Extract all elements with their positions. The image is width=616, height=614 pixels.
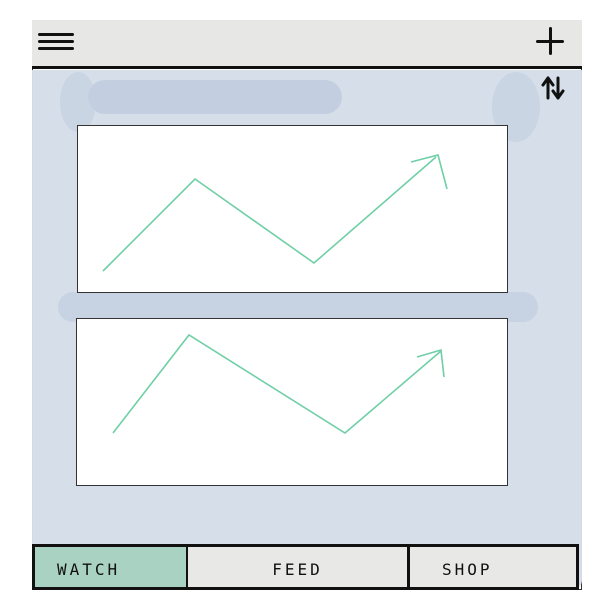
plus-icon[interactable] — [535, 26, 567, 58]
search-bar-placeholder[interactable] — [88, 80, 342, 114]
trend-line — [102, 156, 437, 272]
tab-shop[interactable]: SHOP — [408, 544, 579, 590]
trend-card[interactable] — [76, 318, 508, 486]
arrow-head-icon — [416, 348, 445, 378]
section-divider — [58, 292, 538, 322]
trend-card[interactable] — [77, 125, 508, 293]
tab-feed[interactable]: FEED — [186, 544, 410, 590]
tab-label: FEED — [272, 559, 323, 579]
bottom-tab-bar: WATCH FEED SHOP — [32, 544, 579, 590]
sort-arrows-icon[interactable] — [540, 76, 566, 100]
hamburger-menu-icon[interactable] — [38, 33, 74, 51]
tab-watch[interactable]: WATCH — [32, 544, 189, 590]
tab-label: SHOP — [442, 559, 493, 579]
top-bar — [32, 20, 582, 69]
trend-line-chart — [102, 154, 448, 272]
arrow-head-icon — [410, 154, 448, 190]
trend-line — [112, 333, 442, 434]
tab-label: WATCH — [57, 559, 121, 579]
trend-line-chart — [112, 333, 445, 434]
